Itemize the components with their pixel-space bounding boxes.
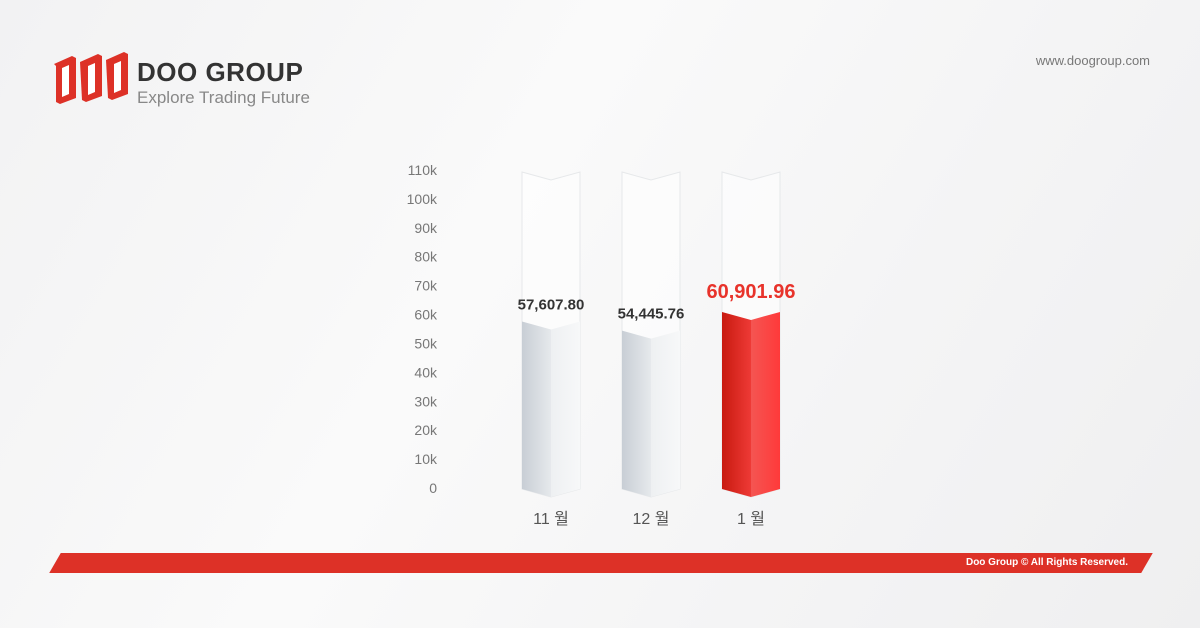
x-tick-label: 1 월 (737, 510, 765, 528)
y-tick-label: 0 (429, 480, 437, 496)
data-label: 54,445.76 (618, 306, 685, 323)
brand-name: DOO GROUP (137, 57, 304, 87)
x-tick-label: 11 월 (533, 510, 569, 528)
bar-left-face (622, 330, 651, 497)
x-tick-label: 12 월 (633, 510, 670, 528)
y-tick-label: 70k (414, 278, 438, 294)
data-label: 60,901.96 (707, 281, 796, 303)
bar-left-face (522, 321, 551, 497)
data-label: 57,607.80 (518, 296, 585, 313)
y-tick-label: 100k (407, 191, 438, 207)
website-link[interactable]: www.doogroup.com (1035, 53, 1150, 68)
y-tick-label: 30k (414, 393, 438, 409)
bar-left-face (722, 311, 751, 497)
y-tick-label: 50k (414, 335, 438, 351)
bar-right-face (751, 311, 780, 497)
copyright-text: Doo Group © All Rights Reserved. (965, 557, 1128, 568)
y-tick-label: 110k (408, 162, 438, 178)
bar-right-face (551, 321, 580, 497)
y-tick-label: 20k (414, 422, 438, 438)
y-tick-label: 60k (414, 307, 438, 323)
brand-tagline: Explore Trading Future (137, 88, 310, 107)
doo-logo-icon (54, 52, 128, 104)
y-tick-label: 80k (414, 249, 438, 265)
y-tick-label: 40k (414, 364, 438, 380)
y-tick-label: 90k (414, 220, 438, 236)
bar-right-face (651, 330, 680, 497)
y-tick-label: 10k (414, 451, 438, 467)
